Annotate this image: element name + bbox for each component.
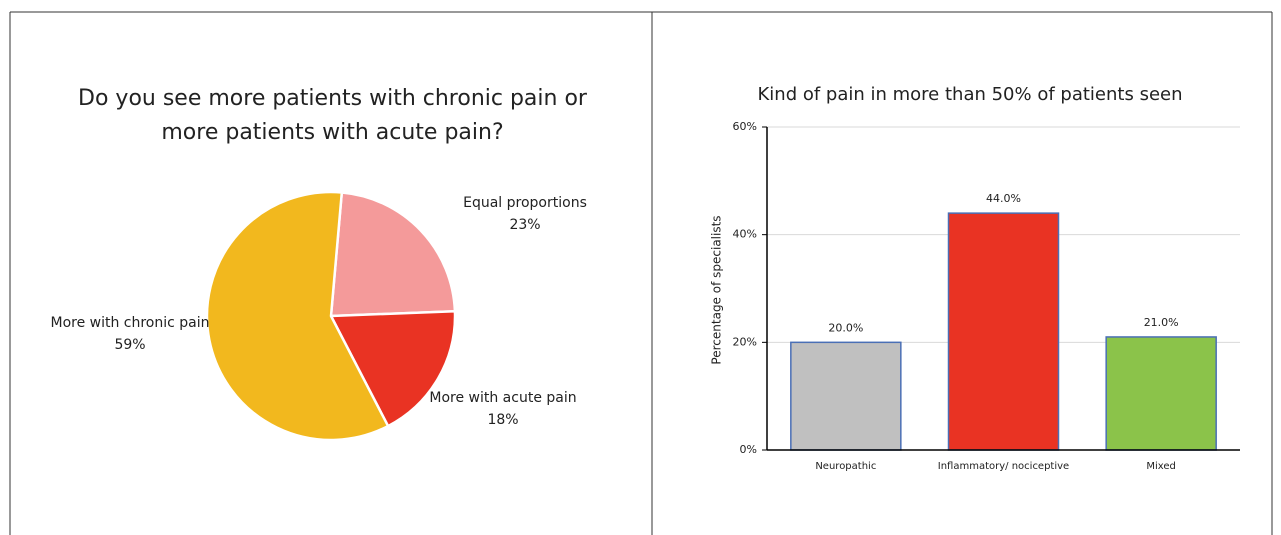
- slice-label: More with chronic pain: [50, 315, 209, 331]
- bar: [947, 212, 1060, 451]
- y-tick-label: 20%: [733, 335, 757, 348]
- chart-title: Do you see more patients with chronic pa…: [78, 86, 587, 145]
- chart-title: Kind of pain in more than 50% of patient…: [757, 84, 1182, 105]
- y-tick-label: 40%: [733, 228, 757, 241]
- bar: [1105, 336, 1217, 451]
- slice-label: Equal proportions: [463, 195, 587, 211]
- value-label: 20.0%: [828, 321, 863, 334]
- x-tick-label: Mixed: [1146, 461, 1176, 472]
- slice-value-label: 23%: [509, 217, 540, 233]
- pie-slice: [329, 191, 457, 318]
- bar: [790, 341, 902, 451]
- slice-value-label: 59%: [114, 337, 145, 353]
- x-tick-label: Inflammatory/ nociceptive: [938, 461, 1069, 472]
- y-tick-label: 0%: [740, 443, 757, 456]
- slice-label: More with acute pain: [429, 390, 576, 406]
- y-axis-label: Percentage of specialists: [710, 215, 724, 364]
- slice-value-label: 18%: [487, 412, 518, 428]
- pie-slice: [205, 190, 390, 442]
- y-tick-label: 60%: [733, 120, 757, 133]
- x-tick-label: Neuropathic: [815, 461, 876, 472]
- value-label: 44.0%: [986, 192, 1021, 205]
- pie-slice: [328, 309, 457, 428]
- value-label: 21.0%: [1144, 316, 1179, 329]
